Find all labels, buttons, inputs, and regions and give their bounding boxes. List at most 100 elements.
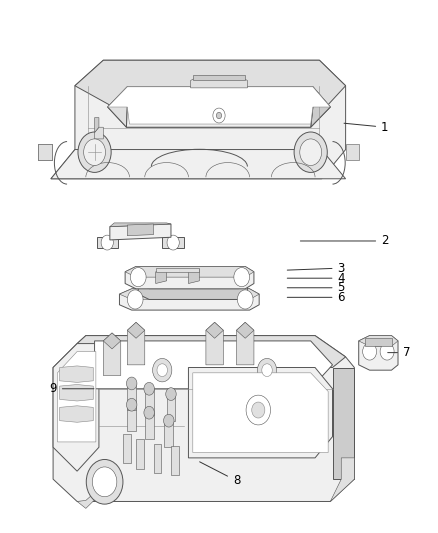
Circle shape: [127, 398, 137, 411]
Polygon shape: [51, 60, 346, 179]
Polygon shape: [120, 289, 259, 310]
Circle shape: [294, 132, 327, 172]
Polygon shape: [120, 289, 259, 300]
Circle shape: [163, 414, 174, 427]
Text: 4: 4: [287, 272, 345, 285]
Polygon shape: [103, 333, 121, 375]
Polygon shape: [193, 373, 328, 453]
Text: 6: 6: [287, 291, 345, 304]
Polygon shape: [164, 421, 173, 447]
Polygon shape: [60, 384, 93, 401]
Polygon shape: [125, 266, 254, 277]
Circle shape: [157, 364, 167, 376]
Polygon shape: [108, 87, 330, 127]
Polygon shape: [95, 118, 99, 133]
Polygon shape: [110, 223, 171, 227]
Text: 1: 1: [344, 120, 389, 134]
Circle shape: [167, 235, 179, 250]
Polygon shape: [77, 336, 346, 368]
Polygon shape: [155, 268, 199, 272]
Circle shape: [144, 406, 154, 419]
Polygon shape: [77, 491, 97, 508]
Circle shape: [246, 395, 271, 425]
Polygon shape: [359, 336, 398, 370]
Polygon shape: [53, 336, 354, 502]
Text: 7: 7: [388, 346, 410, 359]
Polygon shape: [206, 322, 223, 338]
Circle shape: [131, 268, 146, 287]
Circle shape: [216, 112, 222, 119]
Text: 3: 3: [287, 262, 345, 274]
Circle shape: [258, 359, 277, 382]
Polygon shape: [171, 446, 179, 475]
Circle shape: [86, 459, 123, 504]
Circle shape: [363, 343, 377, 360]
Polygon shape: [166, 394, 175, 421]
Polygon shape: [53, 344, 99, 471]
Polygon shape: [162, 237, 184, 248]
Polygon shape: [51, 150, 346, 179]
Polygon shape: [311, 87, 330, 127]
Text: 9: 9: [49, 382, 94, 395]
Polygon shape: [145, 413, 153, 439]
Text: 2: 2: [300, 235, 389, 247]
Polygon shape: [103, 333, 121, 349]
Polygon shape: [108, 87, 127, 127]
Polygon shape: [60, 406, 93, 422]
Polygon shape: [127, 107, 313, 127]
Polygon shape: [138, 278, 247, 300]
Polygon shape: [332, 368, 354, 479]
Polygon shape: [237, 322, 254, 365]
Circle shape: [252, 402, 265, 418]
Circle shape: [152, 359, 172, 382]
Polygon shape: [127, 405, 136, 431]
Polygon shape: [123, 434, 131, 463]
Circle shape: [78, 132, 111, 172]
Polygon shape: [191, 76, 247, 88]
Polygon shape: [237, 322, 254, 338]
Circle shape: [213, 108, 225, 123]
Polygon shape: [127, 383, 136, 410]
Circle shape: [101, 235, 113, 250]
Circle shape: [144, 382, 154, 395]
Polygon shape: [145, 389, 153, 415]
Polygon shape: [75, 60, 346, 107]
Polygon shape: [188, 269, 199, 284]
Text: 5: 5: [287, 281, 345, 294]
Circle shape: [300, 139, 321, 165]
Polygon shape: [127, 322, 145, 338]
Circle shape: [84, 139, 106, 165]
Polygon shape: [359, 336, 398, 346]
Polygon shape: [127, 224, 153, 236]
Text: 8: 8: [200, 462, 240, 487]
Circle shape: [262, 364, 272, 376]
Circle shape: [166, 387, 176, 400]
Circle shape: [92, 467, 117, 497]
Circle shape: [127, 290, 143, 309]
Polygon shape: [153, 443, 161, 473]
Polygon shape: [193, 75, 245, 80]
Polygon shape: [95, 341, 332, 389]
Polygon shape: [57, 352, 96, 442]
Polygon shape: [38, 144, 52, 160]
Circle shape: [237, 290, 253, 309]
Polygon shape: [127, 322, 145, 365]
Polygon shape: [110, 224, 171, 240]
Polygon shape: [155, 269, 166, 284]
Polygon shape: [188, 368, 332, 458]
Polygon shape: [136, 439, 144, 469]
Polygon shape: [125, 266, 254, 289]
Circle shape: [127, 377, 137, 390]
Polygon shape: [346, 144, 359, 160]
Polygon shape: [330, 458, 354, 502]
Polygon shape: [97, 237, 118, 248]
Polygon shape: [95, 127, 103, 139]
Polygon shape: [206, 322, 223, 365]
Polygon shape: [108, 87, 330, 124]
Polygon shape: [38, 144, 52, 160]
Polygon shape: [365, 338, 392, 346]
Circle shape: [380, 343, 394, 360]
Circle shape: [234, 268, 250, 287]
Polygon shape: [138, 278, 247, 289]
Polygon shape: [60, 366, 93, 382]
